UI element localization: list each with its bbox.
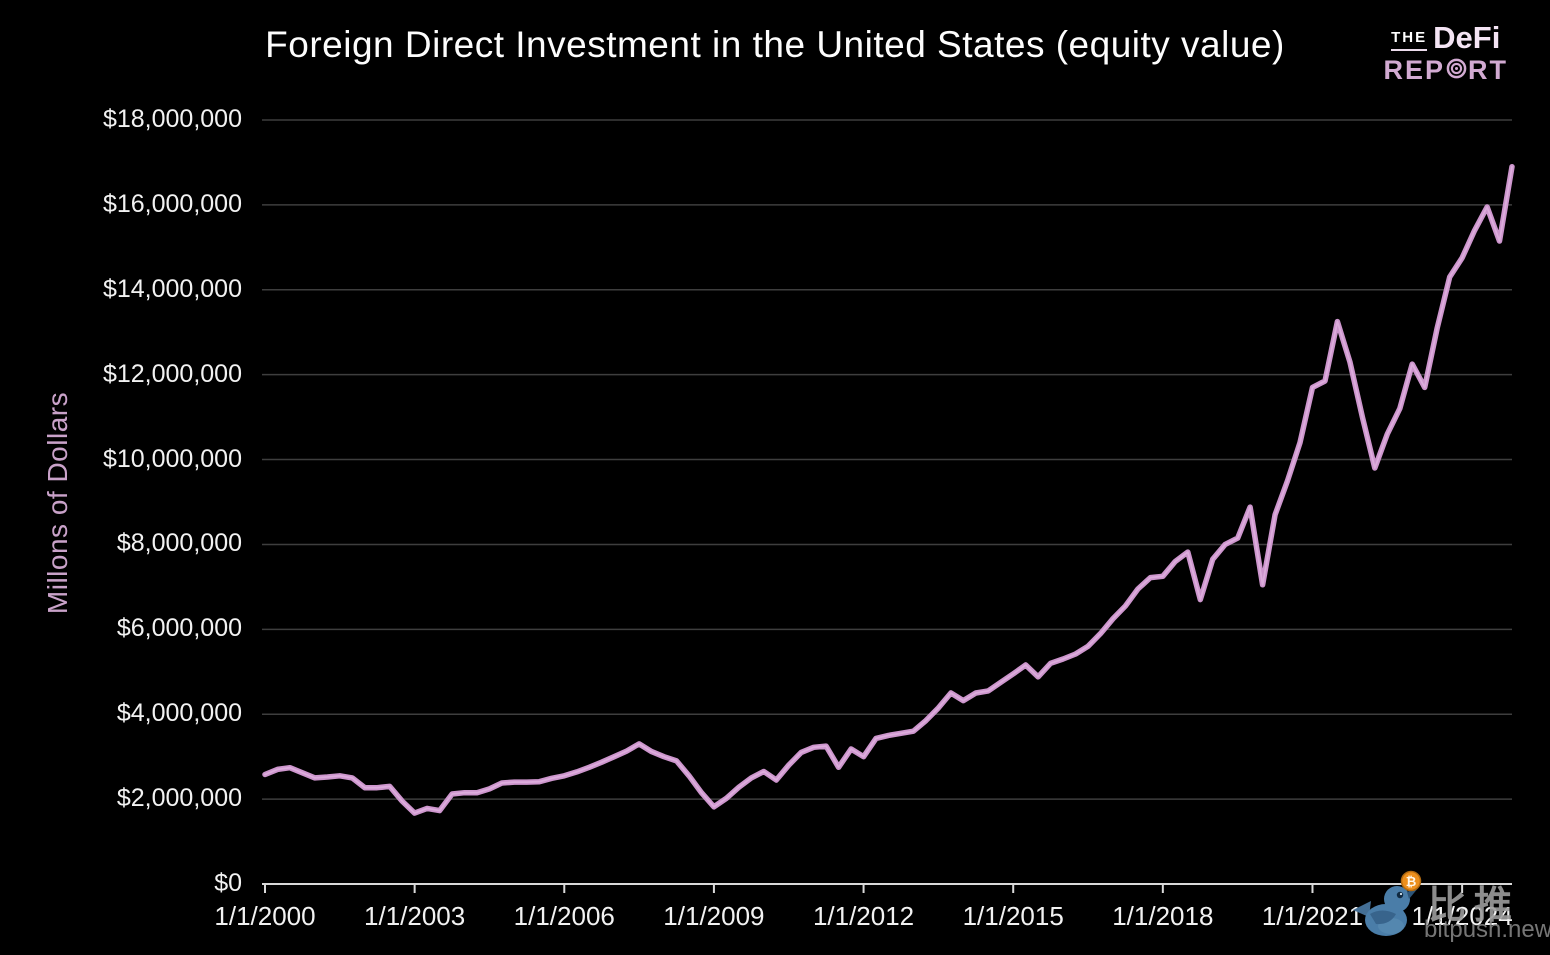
logo-the-label: THE (1391, 30, 1428, 51)
logo-top-line: THE DeFi (1383, 20, 1508, 55)
fdi-line-highlight (264, 165, 1513, 814)
x-tick-label: 1/1/2012 (812, 901, 915, 931)
defi-report-logo: THE DeFi REP RT (1383, 20, 1508, 85)
x-tick-label: 1/1/2000 (214, 901, 316, 931)
x-tick-label: 1/1/2018 (1112, 901, 1214, 931)
x-tick-label: 1/1/2015 (962, 901, 1064, 931)
target-icon (1446, 56, 1467, 84)
y-tick-label: $4,000,000 (116, 699, 242, 728)
x-tick-label: 1/1/2006 (513, 901, 615, 931)
logo-report-line: REP RT (1383, 54, 1508, 85)
x-tick-label: 1/1/2009 (663, 901, 765, 931)
chart-title: Foreign Direct Investment in the United … (265, 24, 1285, 65)
fdi-line (262, 163, 1515, 816)
watermark-site-text: bitpush.news (1424, 916, 1550, 943)
y-tick-label: $18,000,000 (102, 105, 242, 133)
bitcoin-symbol: ₿ (1406, 874, 1417, 889)
gridlines (262, 119, 1512, 800)
x-tick-label: 1/1/2024 (1411, 901, 1513, 931)
bird-with-bitcoin-icon: ₿ (1353, 870, 1422, 936)
fdi-series-line (262, 163, 1515, 816)
x-tick-label: 1/1/2003 (364, 901, 466, 931)
watermark-chinese-text: 比推 (1428, 885, 1521, 927)
y-tick-label: $10,000,000 (102, 444, 242, 473)
y-tick-label: $12,000,000 (102, 359, 242, 388)
x-tick-label: 1/1/2021 (1261, 901, 1364, 931)
y-tick-label: $2,000,000 (116, 784, 242, 813)
bitpush-watermark: ₿ 比推 bitpush.news (1352, 870, 1550, 955)
y-tick-label: $14,000,000 (102, 274, 242, 303)
y-tick-label: $0 (214, 869, 242, 897)
y-tick-label: $16,000,000 (102, 189, 242, 218)
logo-defi-label: DeFi (1433, 20, 1501, 55)
y-tick-label: $8,000,000 (116, 529, 242, 558)
logo-rep-label: REP (1383, 54, 1445, 85)
x-axis (262, 883, 1512, 893)
logo-rt-label: RT (1468, 54, 1508, 85)
y-tick-label: $6,000,000 (116, 614, 242, 643)
